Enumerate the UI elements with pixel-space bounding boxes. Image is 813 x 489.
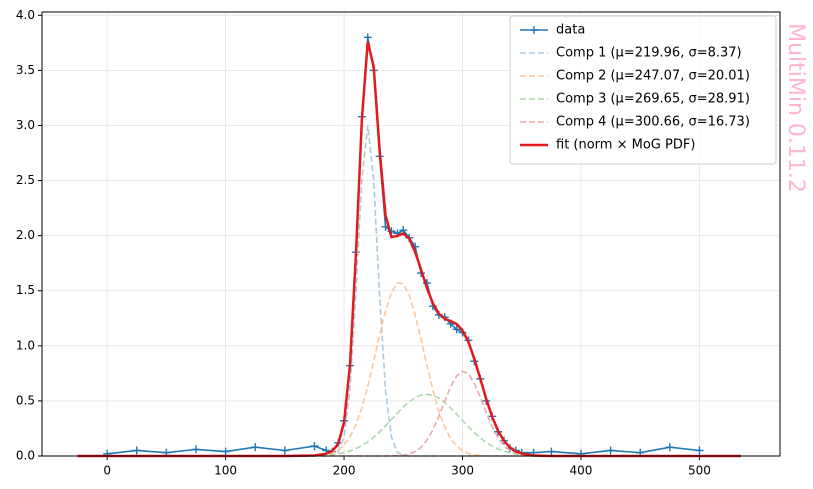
y-tick-label: 3.0 <box>16 118 35 132</box>
data-marker <box>606 446 615 455</box>
data-marker <box>363 33 372 42</box>
y-tick-label: 0.5 <box>16 393 35 407</box>
data-marker <box>191 445 200 454</box>
legend-label: Comp 1 (μ=219.96, σ=8.37) <box>556 46 742 61</box>
data-marker <box>221 447 230 456</box>
y-tick-label: 4.0 <box>16 8 35 22</box>
legend-label: Comp 3 (μ=269.65, σ=28.91) <box>556 92 750 107</box>
data-marker <box>547 447 556 456</box>
series-line <box>77 370 741 457</box>
x-tick-label: 100 <box>214 464 237 478</box>
watermark: MultiMin 0.11.2 <box>783 23 808 193</box>
series-line <box>77 41 741 458</box>
y-tick-label: 3.5 <box>16 63 35 77</box>
y-tick-label: 0.0 <box>16 449 35 463</box>
x-tick-label: 300 <box>451 464 474 478</box>
legend-label: Comp 2 (μ=247.07, σ=20.01) <box>556 69 750 84</box>
y-tick-label: 2.5 <box>16 173 35 187</box>
data-marker <box>665 443 674 452</box>
x-tick-label: 200 <box>333 464 356 478</box>
data-marker <box>132 446 141 455</box>
y-tick-label: 1.5 <box>16 283 35 297</box>
data-marker <box>695 446 704 455</box>
legend-box <box>509 15 777 165</box>
x-tick-label: 0 <box>103 464 111 478</box>
x-tick-label: 500 <box>688 464 711 478</box>
series-line <box>77 393 741 457</box>
x-tick-label: 400 <box>570 464 593 478</box>
data-marker <box>251 443 260 452</box>
legend-label: Comp 4 (μ=300.66, σ=16.73) <box>556 115 750 130</box>
series-line <box>77 281 741 457</box>
y-tick-label: 1.0 <box>16 338 35 352</box>
legend: data Comp 1 (μ=219.96, σ=8.37) Comp 2 (μ=2… <box>509 15 777 165</box>
data-marker <box>280 446 289 455</box>
plot-frame <box>41 11 781 457</box>
y-tick-label: 2.0 <box>16 228 35 242</box>
legend-label: fit (norm × MoG PDF) <box>556 138 695 153</box>
legend-marker <box>530 26 538 34</box>
data-marker <box>452 325 461 334</box>
data-marker <box>310 442 319 451</box>
legend-label: data <box>556 23 585 38</box>
